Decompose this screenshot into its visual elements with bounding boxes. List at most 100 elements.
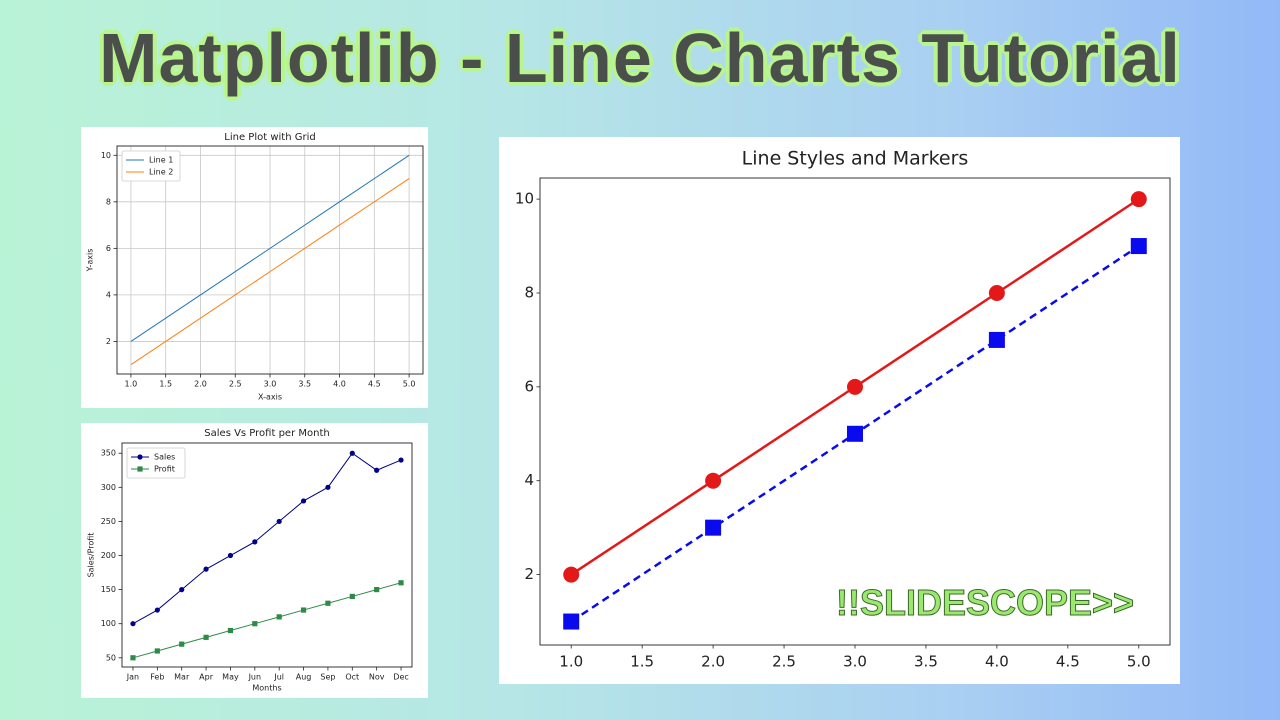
marker — [203, 634, 209, 640]
y-tick-label: 300 — [101, 483, 116, 492]
y-axis-label: Sales/Profit — [87, 533, 96, 578]
marker — [398, 457, 404, 463]
x-tick-label: 5.0 — [403, 380, 416, 389]
marker — [563, 566, 580, 583]
y-tick-label: 8 — [524, 283, 534, 301]
marker — [988, 284, 1005, 301]
x-tick-label: 3.5 — [298, 380, 311, 389]
x-tick-label: Oct — [345, 673, 359, 682]
marker — [705, 472, 722, 489]
marker — [988, 331, 1005, 348]
legend-swatch — [137, 454, 143, 460]
x-tick-label: Jul — [273, 673, 284, 682]
marker — [179, 641, 185, 647]
x-tick-label: Aug — [296, 673, 312, 682]
y-tick-label: 150 — [101, 585, 116, 594]
data-line — [130, 178, 410, 366]
marker — [300, 607, 307, 613]
x-tick-label: Mar — [174, 673, 190, 682]
y-tick-label: 350 — [101, 449, 116, 458]
y-tick-label: 2 — [106, 337, 111, 346]
marker — [154, 648, 160, 654]
x-tick-label: 4.0 — [333, 380, 346, 389]
marker — [252, 539, 258, 545]
x-tick-label: 1.5 — [630, 653, 654, 671]
x-axis-label: Months — [252, 684, 281, 693]
y-tick-label: 100 — [101, 619, 116, 628]
marker — [563, 613, 580, 630]
marker — [325, 484, 331, 490]
marker — [203, 566, 209, 572]
legend-box — [121, 150, 181, 182]
x-tick-label: Feb — [150, 673, 164, 682]
marker — [349, 593, 355, 600]
x-tick-label: 3.0 — [843, 653, 867, 671]
y-axis-label: Y-axis — [86, 249, 95, 273]
x-tick-label: 4.5 — [1056, 653, 1080, 671]
marker — [398, 580, 404, 586]
y-tick-label: 250 — [101, 517, 116, 526]
y-tick-label: 4 — [524, 471, 534, 489]
legend-label: Sales — [154, 453, 175, 462]
chart: Line Styles and Markers 2 4 6 8 10 1.0 1.5 2.0 2.… — [515, 148, 1171, 671]
y-tick-label: 8 — [106, 197, 111, 206]
x-tick-label: Nov — [369, 673, 385, 682]
marker — [130, 655, 136, 661]
marker — [349, 450, 355, 456]
marker — [1130, 238, 1147, 255]
marker — [252, 621, 258, 627]
marker — [300, 498, 307, 504]
x-tick-label: 3.5 — [914, 653, 938, 671]
y-tick-label: 50 — [106, 653, 116, 662]
x-tick-label: 2.0 — [701, 653, 725, 671]
chart-title: Line Plot with Grid — [224, 132, 315, 143]
x-tick-label: May — [222, 673, 239, 682]
legend-label: Line 1 — [149, 156, 173, 165]
marker — [179, 587, 185, 593]
x-tick-label: 3.0 — [264, 380, 277, 389]
legend-label: Profit — [154, 465, 175, 474]
marker — [374, 467, 380, 473]
axes-frame — [116, 145, 424, 375]
marker — [154, 607, 160, 613]
data-line — [130, 154, 410, 342]
marker — [847, 378, 863, 395]
marker — [705, 519, 722, 536]
page-title: Matplotlib - Line Charts Tutorial — [99, 19, 1181, 97]
y-tick-label: 10 — [515, 190, 534, 208]
x-tick-label: Jun — [248, 673, 262, 682]
x-tick-label: 1.0 — [559, 653, 583, 671]
x-tick-label: Sep — [320, 673, 335, 682]
chart-title: Line Styles and Markers — [742, 148, 969, 170]
x-tick-label: 4.5 — [368, 380, 381, 389]
y-tick-label: 2 — [524, 565, 534, 583]
chart-panel: Line Styles and Markers 2 4 6 8 10 1.0 1.5 2.0 2.… — [499, 137, 1180, 684]
x-tick-label: 5.0 — [1127, 653, 1151, 671]
x-tick-label: 1.5 — [159, 380, 172, 389]
marker — [276, 614, 282, 620]
marker — [227, 552, 234, 559]
data-line — [132, 452, 402, 625]
marker — [325, 600, 331, 606]
x-tick-label: Dec — [393, 673, 408, 682]
y-tick-label: 6 — [524, 377, 534, 395]
x-tick-label: 4.0 — [985, 653, 1009, 671]
axes-frame — [539, 177, 1171, 646]
x-tick-label: 2.0 — [194, 380, 207, 389]
chart-title: Sales Vs Profit per Month — [204, 428, 329, 439]
x-tick-label: 2.5 — [772, 653, 796, 671]
watermark: !!SLIDESCOPE>> — [835, 582, 1135, 624]
legend-label: Line 2 — [149, 168, 173, 177]
chart: Line Plot with Grid 2 4 6 8 10 1.0 1.5 2.0 2.5 3.0… — [86, 132, 424, 402]
marker — [1130, 191, 1147, 208]
y-tick-label: 10 — [101, 151, 111, 160]
axes-frame — [121, 442, 413, 668]
marker — [130, 621, 136, 627]
x-tick-label: Apr — [199, 673, 214, 682]
y-tick-label: 6 — [106, 244, 111, 253]
chart-panel: Line Plot with Grid 2 4 6 8 10 1.0 1.5 2.0 2.5 3.0… — [81, 127, 428, 408]
chart: Sales Vs Profit per Month 50 100 150 200 250 3… — [87, 428, 413, 693]
x-axis-label: X-axis — [258, 393, 282, 402]
marker — [374, 587, 380, 593]
